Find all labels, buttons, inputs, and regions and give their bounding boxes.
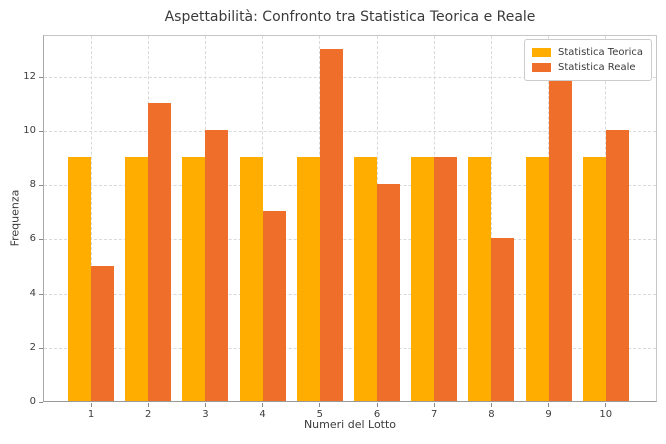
bar-teorica-5 <box>296 157 320 401</box>
x-tick-label: 4 <box>259 409 266 420</box>
y-gridline <box>44 293 656 295</box>
x-tick-mark <box>90 403 92 407</box>
x-tick-mark <box>490 403 492 407</box>
bar-teorica-10 <box>582 157 606 401</box>
bar-teorica-7 <box>411 157 435 401</box>
bar-reale-6 <box>377 184 400 401</box>
bar-reale-7 <box>434 157 458 401</box>
y-gridline <box>44 239 656 241</box>
y-tick-label: 10 <box>23 125 36 137</box>
x-tick-mark <box>204 403 206 407</box>
y-tick-mark <box>39 131 43 133</box>
legend-label: Statistica Teorica <box>557 47 643 58</box>
legend: Statistica Teorica Statistica Reale <box>523 39 652 81</box>
x-tick-mark <box>376 403 378 407</box>
bar-teorica-1 <box>68 157 91 401</box>
y-tick-mark <box>39 347 43 349</box>
x-tick-label: 2 <box>145 409 152 420</box>
x-tick-label: 3 <box>202 409 209 420</box>
bar-reale-4 <box>262 211 286 401</box>
y-tick-label: 6 <box>29 233 36 245</box>
y-gridline <box>44 185 656 187</box>
x-tick-mark <box>548 403 550 407</box>
x-tick-label: 8 <box>488 409 495 420</box>
x-tick-mark <box>262 403 264 407</box>
x-gridline <box>490 36 492 401</box>
x-tick-mark <box>147 403 149 407</box>
x-tick-label: 5 <box>316 409 323 420</box>
bar-teorica-4 <box>239 157 263 401</box>
bar-teorica-9 <box>525 157 549 401</box>
bar-reale-3 <box>205 130 229 401</box>
y-tick-label: 0 <box>29 396 36 407</box>
y-tick-label: 8 <box>29 179 36 191</box>
y-tick-label: 2 <box>29 341 36 353</box>
legend-swatch <box>531 63 551 72</box>
x-tick-mark <box>433 403 435 407</box>
bar-reale-9 <box>548 76 572 401</box>
bar-reale-8 <box>491 238 515 401</box>
x-tick-label: 1 <box>87 409 95 420</box>
plot-area: Statistica Teorica Statistica Reale 0 2 4 6 8… <box>23 35 657 420</box>
y-tick-mark <box>39 185 43 187</box>
y-tick-label: 12 <box>23 70 36 82</box>
bar-teorica-6 <box>354 157 377 401</box>
bar-teorica-3 <box>182 157 206 401</box>
x-tick-mark <box>605 403 607 407</box>
y-gridline <box>44 76 656 78</box>
y-tick-mark <box>39 76 43 78</box>
y-tick-mark <box>39 293 43 295</box>
legend-item: Statistica Reale <box>531 60 643 75</box>
x-tick-label: 9 <box>545 409 552 420</box>
y-gridline <box>44 131 656 133</box>
bar-teorica-2 <box>125 157 149 401</box>
x-axis-label: Numeri del Lotto <box>303 418 397 431</box>
legend-swatch <box>531 48 551 57</box>
bar-reale-10 <box>605 130 629 401</box>
bar-reale-5 <box>319 49 343 401</box>
legend-label: Statistica Reale <box>557 62 636 73</box>
x-tick-mark <box>319 403 321 407</box>
bar-reale-1 <box>91 266 114 401</box>
y-gridline <box>44 347 656 349</box>
x-gridline <box>90 36 92 401</box>
x-tick-label: 7 <box>431 409 438 420</box>
bar-teorica-8 <box>468 157 492 401</box>
chart-title: Aspettabilità: Confronto tra Statistica … <box>164 9 536 25</box>
y-tick-mark <box>39 402 43 403</box>
bar-reale-2 <box>148 103 172 401</box>
x-tick-label: 10 <box>599 409 613 420</box>
x-tick-label: 6 <box>373 409 381 420</box>
y-tick-mark <box>39 239 43 241</box>
y-tick-label: 4 <box>29 287 36 299</box>
legend-item: Statistica Teorica <box>531 45 643 60</box>
